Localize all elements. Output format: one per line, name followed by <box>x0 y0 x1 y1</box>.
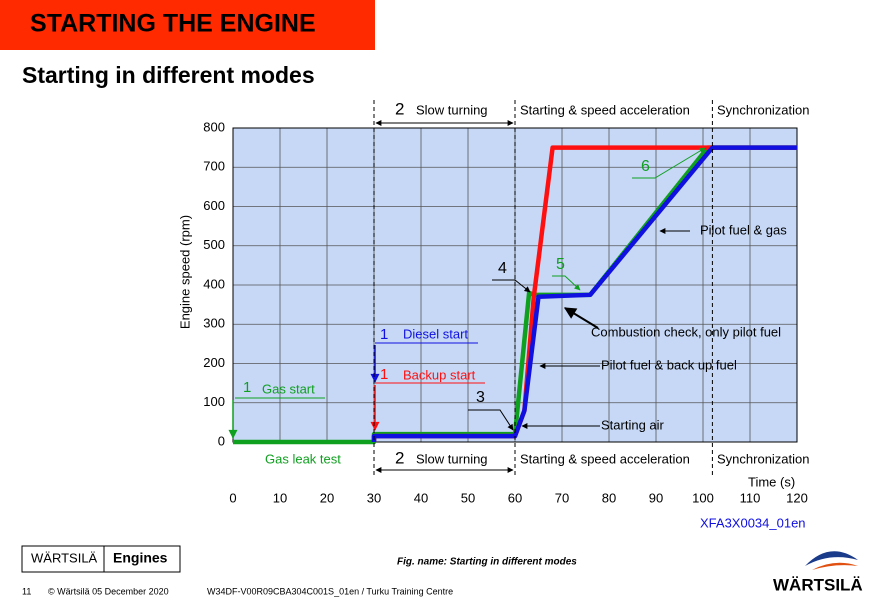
figure-code: XFA3X0034_01en <box>700 515 806 530</box>
y-tick-label: 400 <box>203 276 225 291</box>
x-tick-label: 70 <box>555 490 569 505</box>
annotation: Starting & speed acceleration <box>520 451 690 466</box>
arrow <box>552 275 581 291</box>
annotation: Slow turning <box>416 102 488 117</box>
y-tick-label: 800 <box>203 119 225 134</box>
section: Engines <box>113 550 168 566</box>
annotation: 4 <box>498 260 507 277</box>
logo-text: WÄRTSILÄ <box>773 575 863 594</box>
annotation: 5 <box>556 256 565 273</box>
figure-name: Fig. name: Starting in different modes <box>397 557 577 568</box>
x-tick-label: 80 <box>602 490 616 505</box>
y-tick-label: 600 <box>203 198 225 213</box>
annotation: 1 <box>380 326 388 343</box>
annotation: Pilot fuel & back up fuel <box>601 357 737 372</box>
annotation: 1 <box>380 366 388 383</box>
document-code: W34DF-V00R09CBA304C001S_01en / Turku Tra… <box>207 586 453 596</box>
annotation: Synchronization <box>717 102 810 117</box>
annotation: Synchronization <box>717 451 810 466</box>
series-line <box>371 145 797 442</box>
arrow <box>632 147 706 179</box>
y-tick-label: 300 <box>203 316 225 331</box>
annotation: 2 <box>395 99 404 118</box>
series-label: Diesel start <box>403 326 468 341</box>
annotation: 2 <box>395 448 404 467</box>
copyright: © Wärtsilä 05 December 2020 <box>48 586 169 596</box>
y-tick-label: 700 <box>203 159 225 174</box>
series-label: Gas start <box>262 381 315 396</box>
x-tick-label: 40 <box>414 490 428 505</box>
arrow <box>492 279 531 293</box>
annotation: 6 <box>641 158 650 175</box>
y-tick-label: 500 <box>203 237 225 252</box>
annotation: Slow turning <box>416 451 488 466</box>
brand: WÄRTSILÄ <box>31 550 98 565</box>
annotation: Combustion check, only pilot fuel <box>591 324 781 339</box>
annotation: Gas leak test <box>265 451 341 466</box>
y-tick-label: 200 <box>203 355 225 370</box>
x-tick-label: 10 <box>273 490 287 505</box>
arrow <box>563 307 599 329</box>
annotation: 1 <box>243 379 251 396</box>
y-tick-label: 100 <box>203 394 225 409</box>
x-tick-label: 20 <box>320 490 334 505</box>
annotation: 3 <box>476 389 485 406</box>
annotation: Starting air <box>601 417 665 432</box>
header-band <box>0 0 375 50</box>
x-tick-label: 60 <box>508 490 522 505</box>
slide-title: STARTING THE ENGINE <box>30 10 316 38</box>
arrow <box>468 409 514 431</box>
brand-box <box>21 545 181 573</box>
series-label: Backup start <box>403 367 476 382</box>
y-axis-label: Engine speed (rpm) <box>177 215 192 329</box>
x-tick-label: 50 <box>461 490 475 505</box>
x-tick-label: 30 <box>367 490 381 505</box>
slide-subtitle: Starting in different modes <box>22 62 315 88</box>
x-tick-label: 0 <box>229 490 236 505</box>
logo-mark <box>812 562 858 570</box>
annotation: Starting & speed acceleration <box>520 102 690 117</box>
annotations: Gas start Backup start Diesel start 1 1 1 2 Slo… <box>228 99 810 473</box>
x-tick-label: 100 <box>692 490 714 505</box>
x-tick-label: 120 <box>786 490 808 505</box>
annotation: Pilot fuel & gas <box>700 222 787 237</box>
page-number: 11 <box>22 586 31 596</box>
logo-mark <box>805 551 858 566</box>
x-tick-label: 110 <box>740 490 761 505</box>
x-tick-label: 90 <box>649 490 663 505</box>
x-axis-label: Time (s) <box>748 474 795 489</box>
y-tick-label: 0 <box>218 433 225 448</box>
